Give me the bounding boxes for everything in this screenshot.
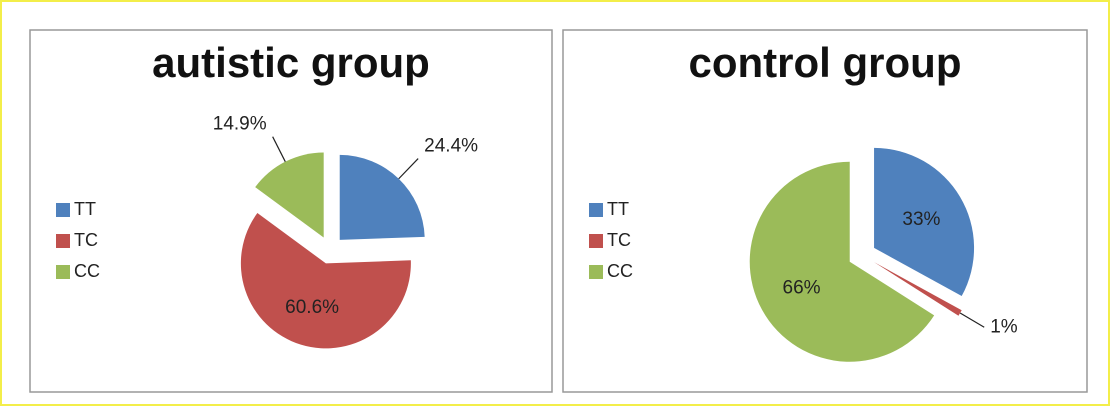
pie-slice: [874, 147, 975, 297]
legend-swatch: [56, 265, 70, 279]
legend-swatch: [589, 203, 603, 217]
leader-line: [959, 312, 985, 328]
chart-title: control group: [689, 39, 962, 86]
data-label: 14.9%: [213, 114, 267, 135]
pie-slice: [749, 161, 935, 362]
legend-label: CC: [74, 261, 100, 281]
legend-label: CC: [607, 261, 633, 281]
pie-slice: [874, 262, 962, 316]
chart-title: autistic group: [152, 39, 430, 86]
data-label: 66%: [783, 277, 821, 298]
legend-swatch: [56, 234, 70, 248]
legend-label: TT: [607, 199, 629, 219]
data-label: 1%: [990, 316, 1018, 337]
data-label: 60.6%: [285, 297, 339, 318]
legend-label: TC: [607, 230, 631, 250]
legend-swatch: [56, 203, 70, 217]
pie-slice: [339, 154, 425, 240]
leader-line: [398, 158, 419, 180]
pie-slice: [240, 213, 411, 349]
data-label: 33%: [902, 209, 940, 230]
data-label: 24.4%: [424, 136, 478, 157]
leader-line: [272, 136, 286, 162]
legend-swatch: [589, 265, 603, 279]
legend-swatch: [589, 234, 603, 248]
legend-label: TT: [74, 199, 96, 219]
legend-label: TC: [74, 230, 98, 250]
pie-slice: [255, 152, 324, 238]
